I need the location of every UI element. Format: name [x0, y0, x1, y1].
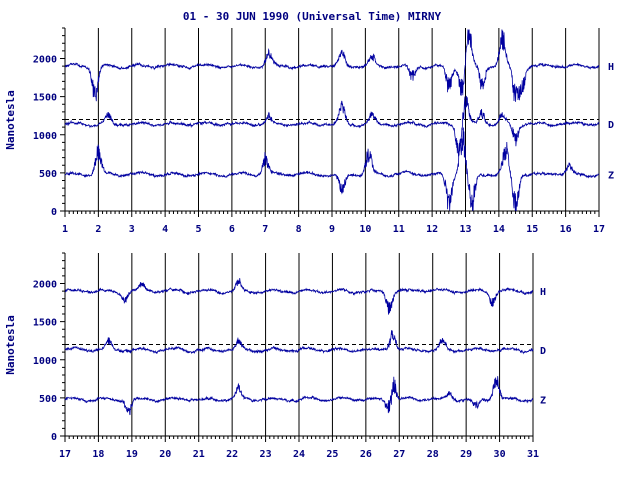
series-line-z: [64, 376, 534, 416]
y-tick-label: 2000: [33, 55, 57, 66]
x-tick-label: 13: [459, 224, 471, 235]
series-label-z: Z: [608, 170, 614, 181]
x-tick-label: 3: [129, 224, 135, 235]
y-tick-label: 1000: [33, 131, 57, 142]
series-label-z: Z: [540, 395, 546, 406]
x-tick-label: 31: [527, 449, 539, 460]
series-line-z: [64, 127, 600, 212]
x-tick-label: 15: [526, 224, 538, 235]
x-tick-label: 17: [59, 449, 71, 460]
x-tick-label: 1: [62, 224, 68, 235]
x-tick-label: 5: [195, 224, 201, 235]
x-tick-label: 10: [359, 224, 371, 235]
series-label-d: D: [608, 120, 614, 131]
x-tick-label: 7: [262, 224, 268, 235]
x-tick-label: 25: [326, 449, 338, 460]
x-tick-label: 17: [593, 224, 605, 235]
chart-title: 01 - 30 JUN 1990 (Universal Time) MIRNY: [183, 10, 442, 23]
y-tick-label: 500: [39, 394, 57, 405]
y-tick-label: 1500: [33, 93, 57, 104]
y-tick-label: 1500: [33, 318, 57, 329]
x-tick-label: 9: [329, 224, 335, 235]
y-axis-label: Nanotesla: [4, 90, 17, 150]
y-tick-label: 0: [51, 432, 57, 443]
x-tick-label: 28: [427, 449, 439, 460]
x-tick-label: 29: [460, 449, 472, 460]
y-tick-label: 1000: [33, 356, 57, 367]
series-label-h: H: [608, 62, 614, 73]
y-tick-label: 2000: [33, 280, 57, 291]
x-tick-label: 22: [226, 449, 238, 460]
x-tick-label: 30: [494, 449, 506, 460]
y-axis-label: Nanotesla: [4, 315, 17, 375]
x-tick-label: 2: [95, 224, 101, 235]
series-line-h: [65, 278, 534, 315]
x-tick-label: 6: [229, 224, 235, 235]
y-tick-label: 500: [39, 169, 57, 180]
series-line-h: [64, 29, 600, 102]
x-tick-label: 4: [162, 224, 168, 235]
x-tick-label: 26: [360, 449, 372, 460]
panel-bottom: 0 500 1000 1500 2000 17 18 19 20 21 22 23 24 25 26 27 28…: [4, 252, 546, 460]
y-tick-label: 0: [51, 207, 57, 218]
x-tick-label: 20: [159, 449, 171, 460]
x-tick-label: 11: [393, 224, 405, 235]
x-tick-label: 24: [293, 449, 305, 460]
series-label-h: H: [540, 287, 546, 298]
x-tick-label: 14: [493, 224, 505, 235]
x-tick-label: 8: [296, 224, 302, 235]
series-line-d: [64, 95, 600, 157]
series-label-d: D: [540, 346, 546, 357]
x-tick-label: 19: [126, 449, 138, 460]
x-tick-label: 16: [560, 224, 572, 235]
x-tick-label: 12: [426, 224, 438, 235]
x-tick-label: 21: [193, 449, 205, 460]
x-tick-label: 23: [260, 449, 272, 460]
x-tick-label: 27: [393, 449, 405, 460]
x-tick-label: 18: [92, 449, 104, 460]
series-line-d: [64, 330, 534, 355]
